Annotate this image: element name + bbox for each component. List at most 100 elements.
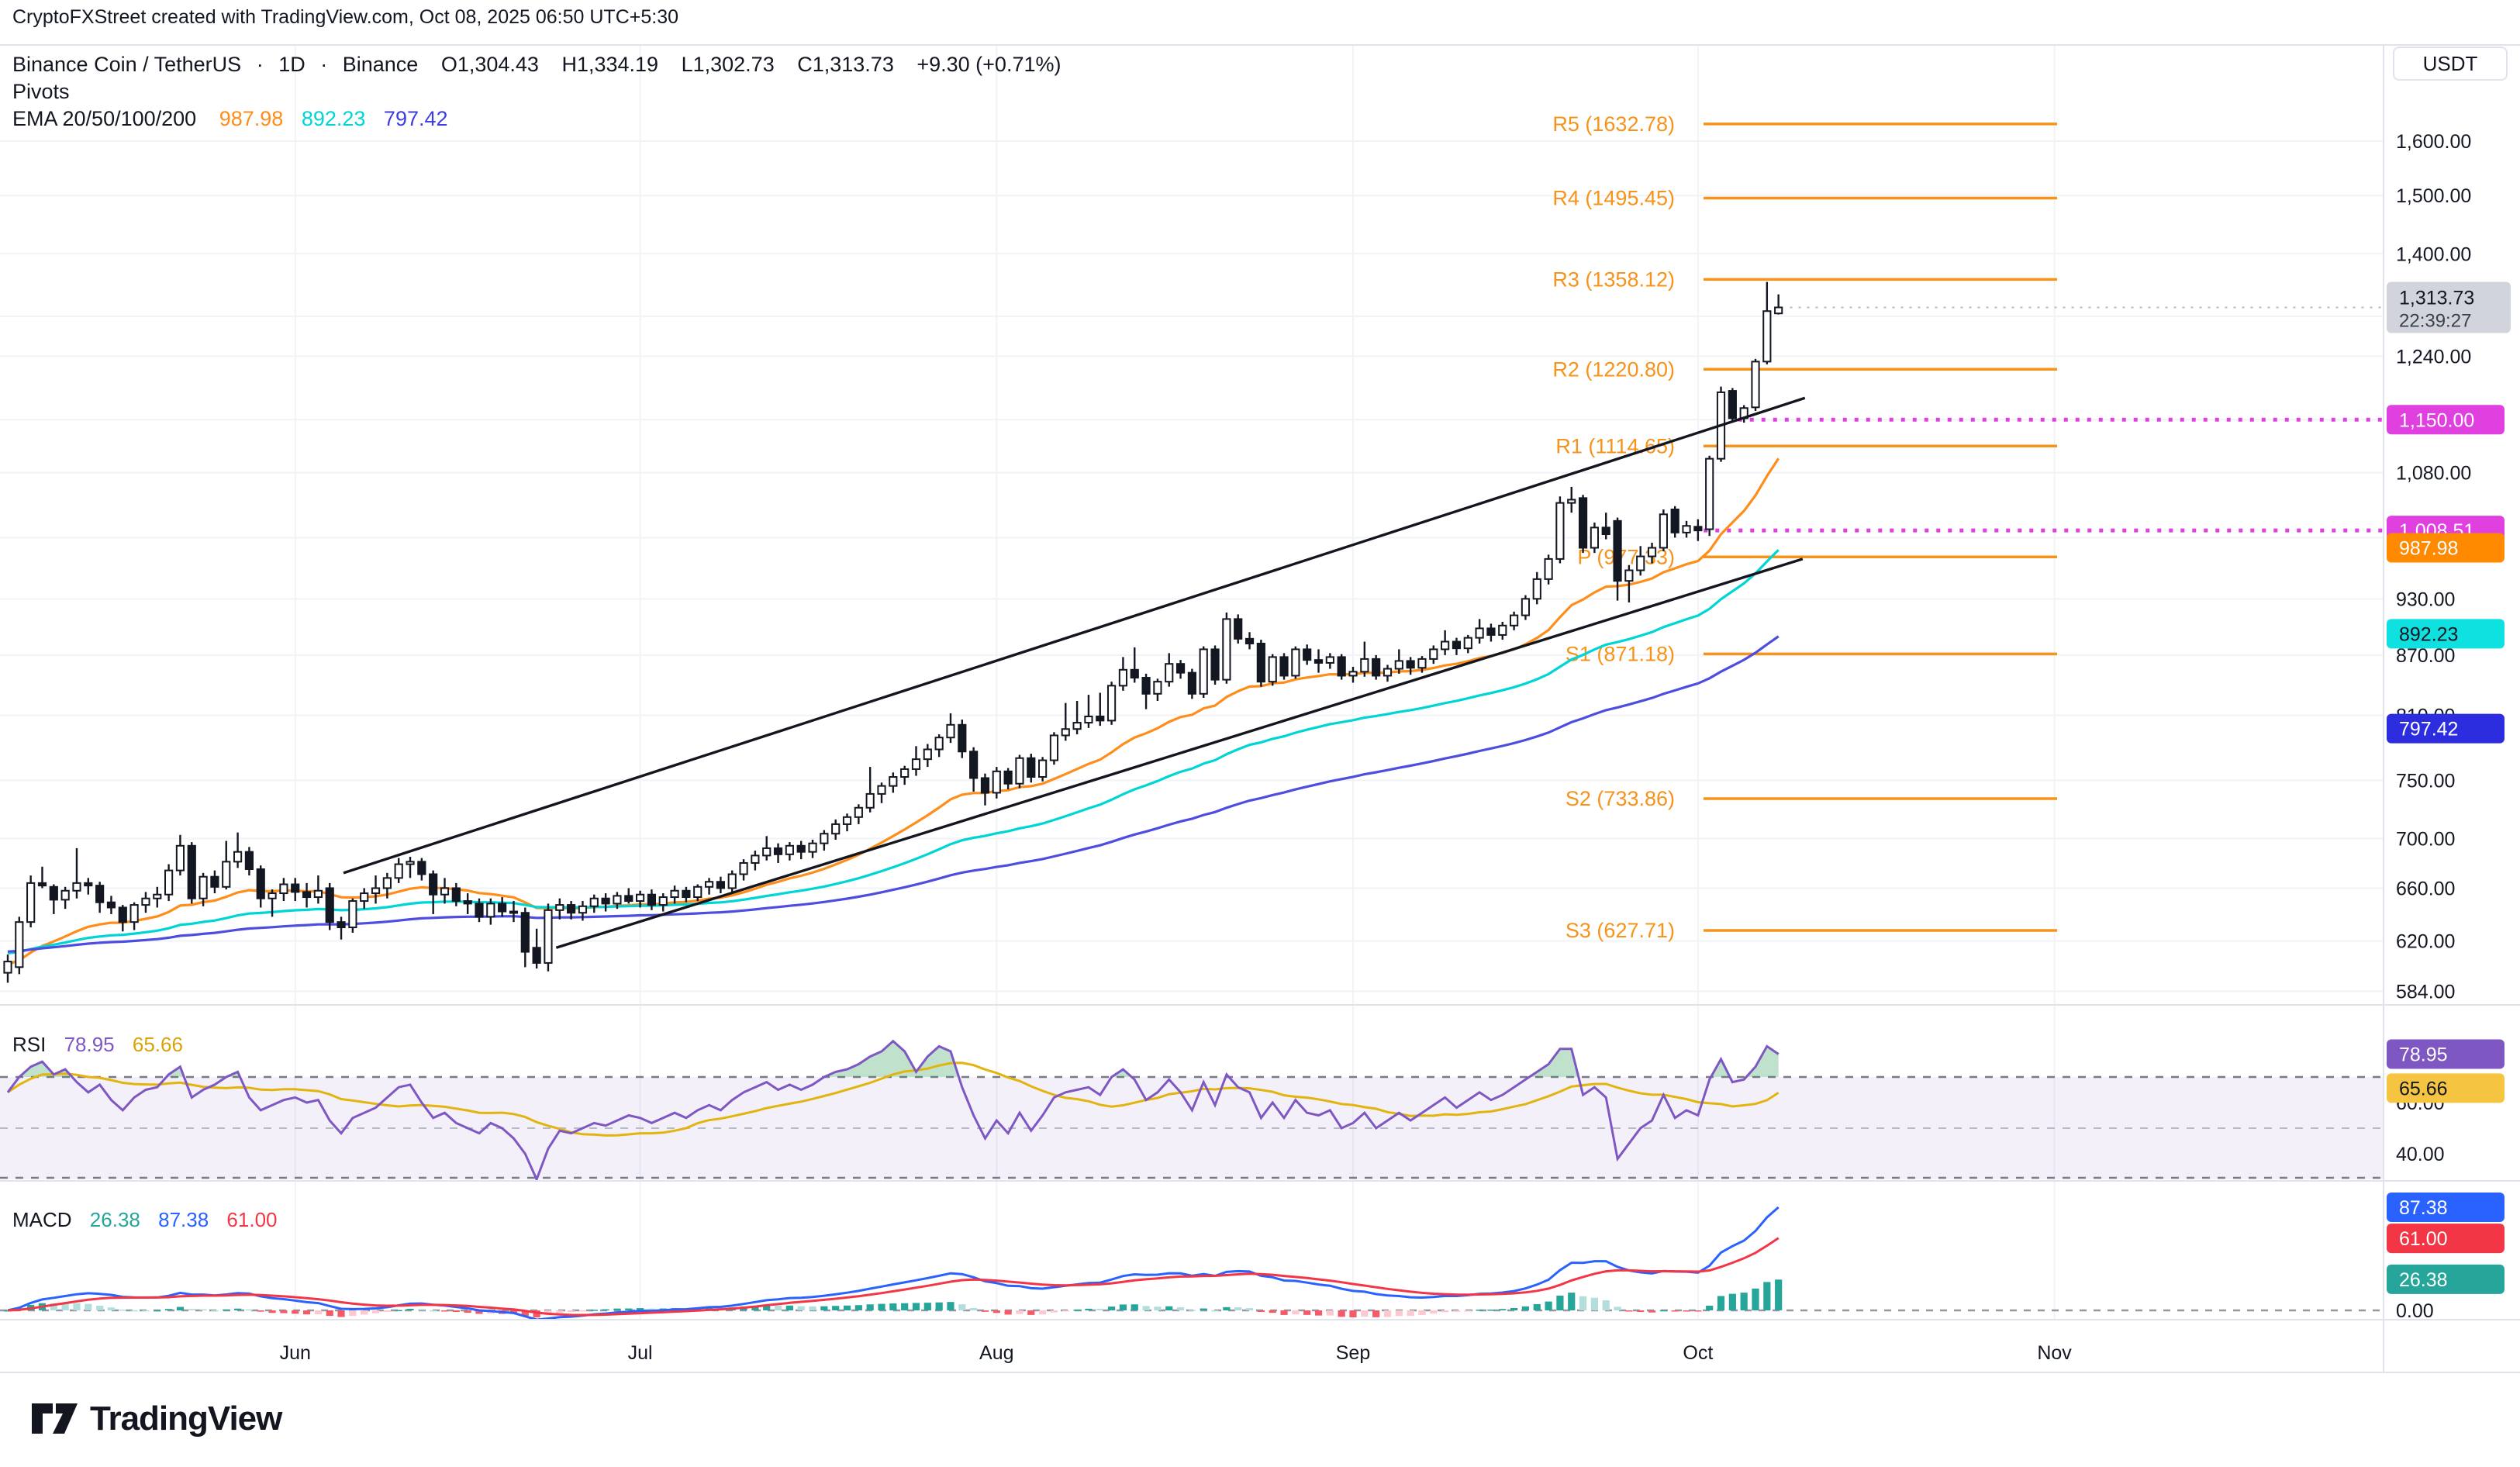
currency-label: USDT: [2422, 51, 2478, 75]
svg-text:Aug: Aug: [979, 1342, 1013, 1364]
rsi-pane[interactable]: [0, 1039, 2384, 1181]
svg-text:1,150.00: 1,150.00: [2399, 409, 2474, 431]
tradingview-logo-icon: [32, 1403, 78, 1434]
svg-text:Nov: Nov: [2037, 1342, 2072, 1364]
svg-text:P (977.33): P (977.33): [1577, 545, 1675, 568]
symbol-exchange: Binance: [342, 53, 419, 76]
magenta-level-badge: 1,150.00: [2387, 405, 2504, 435]
pivots-indicator-row[interactable]: Pivots: [12, 78, 1062, 105]
svg-text:870.00: 870.00: [2396, 645, 2455, 667]
rsi-badge: 78.95: [2387, 1039, 2504, 1069]
symbol-interval: 1D: [278, 53, 306, 76]
rsi-label: RSI: [12, 1033, 47, 1056]
pivot-levels: R5 (1632.78) R4 (1495.45) R3 (1358.12) R2 (…: [1552, 112, 2057, 942]
symbol-title: Binance Coin / TetherUS: [12, 53, 242, 76]
symbol-row[interactable]: Binance Coin / TetherUS · 1D · Binance O…: [12, 51, 1062, 78]
macd-pane[interactable]: [0, 1206, 2384, 1320]
macd-signal-badge: 61.00: [2387, 1224, 2504, 1254]
ema100-badge: 797.42: [2387, 713, 2504, 744]
ema50-line: [7, 549, 1780, 954]
svg-text:87.38: 87.38: [2399, 1197, 2448, 1219]
svg-text:65.66: 65.66: [2399, 1078, 2448, 1099]
svg-text:26.38: 26.38: [2399, 1269, 2448, 1291]
ohlc-change: +9.30 (+0.71%): [917, 53, 1062, 76]
svg-text:R2 (1220.80): R2 (1220.80): [1552, 357, 1675, 381]
ohlc-low: L1,302.73: [681, 53, 775, 76]
ema100-line: [7, 635, 1780, 953]
rsi-line: [6, 1039, 1780, 1181]
rsi-ma-line: [7, 1061, 1780, 1137]
pane-dividers: [0, 44, 2520, 1373]
svg-text:Jun: Jun: [280, 1342, 311, 1364]
svg-text:700.00: 700.00: [2396, 828, 2455, 850]
svg-text:Oct: Oct: [1683, 1342, 1713, 1364]
ohlc-open: O1,304.43: [440, 53, 539, 76]
svg-text:R3 (1358.12): R3 (1358.12): [1552, 268, 1675, 291]
svg-text:892.23: 892.23: [2399, 623, 2458, 645]
ohlc-high: H1,334.19: [561, 53, 659, 76]
svg-text:S3 (627.71): S3 (627.71): [1566, 919, 1675, 942]
svg-text:Sep: Sep: [1336, 1342, 1370, 1364]
svg-text:78.95: 78.95: [2399, 1044, 2448, 1065]
legend-separator: ·: [256, 53, 264, 76]
attribution-text: CryptoFXStreet created with TradingView.…: [12, 6, 679, 28]
svg-text:797.42: 797.42: [2399, 719, 2458, 740]
macd-label: MACD: [12, 1208, 72, 1231]
macd-signal-line: [7, 1237, 1780, 1317]
rsi-ma-value: 65.66: [132, 1033, 183, 1056]
svg-text:1,313.73: 1,313.73: [2399, 287, 2474, 309]
macd-line-value: 87.38: [158, 1208, 209, 1231]
pivots-label: Pivots: [12, 80, 70, 103]
macd-signal-value: 61.00: [226, 1208, 278, 1231]
macd-badge: 87.38: [2387, 1193, 2504, 1223]
ohlc-close: C1,313.73: [797, 53, 894, 76]
svg-text:S2 (733.86): S2 (733.86): [1566, 787, 1675, 810]
rsi-ma-badge: 65.66: [2387, 1073, 2504, 1103]
ema100-value: 797.42: [383, 107, 448, 130]
svg-text:1,600.00: 1,600.00: [2396, 131, 2471, 153]
svg-text:620.00: 620.00: [2396, 930, 2455, 952]
ema20-badge: 987.98: [2387, 533, 2504, 563]
rsi-legend[interactable]: RSI 78.95 65.66: [12, 1033, 183, 1057]
ema50-badge: 892.23: [2387, 619, 2504, 649]
svg-text:750.00: 750.00: [2396, 770, 2455, 792]
ema50-value: 892.23: [301, 107, 366, 130]
svg-text:61.00: 61.00: [2399, 1228, 2448, 1250]
svg-text:584.00: 584.00: [2396, 982, 2455, 1003]
tradingview-logo[interactable]: TradingView: [31, 1399, 282, 1439]
candles[interactable]: [3, 281, 1783, 983]
currency-unit-button[interactable]: USDT: [2393, 47, 2508, 81]
trendlines[interactable]: [343, 396, 1806, 949]
svg-text:987.98: 987.98: [2399, 538, 2458, 560]
gridlines: [0, 45, 2384, 1320]
macd-hist-value: 26.38: [89, 1208, 140, 1231]
time-axis[interactable]: Jun Jul Aug Sep Oct Nov: [280, 1342, 2073, 1364]
macd-hist-badge: 26.38: [2387, 1264, 2504, 1294]
macd-legend[interactable]: MACD 26.38 87.38 61.00: [12, 1208, 278, 1232]
svg-text:660.00: 660.00: [2396, 878, 2455, 899]
svg-text:930.00: 930.00: [2396, 589, 2455, 610]
svg-text:R5 (1632.78): R5 (1632.78): [1552, 112, 1675, 136]
svg-text:1,240.00: 1,240.00: [2396, 346, 2471, 368]
svg-text:22:39:27: 22:39:27: [2399, 310, 2471, 331]
rsi-value: 78.95: [64, 1033, 115, 1056]
tradingview-logo-text: TradingView: [90, 1400, 282, 1438]
ema-label: EMA 20/50/100/200: [12, 107, 197, 130]
price-level-lines: [1704, 306, 2384, 533]
svg-text:1,400.00: 1,400.00: [2396, 243, 2471, 265]
symbol-legend: Binance Coin / TetherUS · 1D · Binance O…: [12, 51, 1062, 133]
svg-text:40.00: 40.00: [2396, 1144, 2445, 1165]
svg-text:S1 (871.18): S1 (871.18): [1566, 642, 1675, 665]
legend-separator: ·: [320, 53, 328, 76]
svg-text:0.00: 0.00: [2396, 1300, 2434, 1322]
svg-text:1,080.00: 1,080.00: [2396, 463, 2471, 485]
ema20-value: 987.98: [219, 107, 284, 130]
ema-indicator-row[interactable]: EMA 20/50/100/200 987.98 892.23 797.42: [12, 105, 1062, 133]
svg-text:R4 (1495.45): R4 (1495.45): [1552, 187, 1675, 210]
svg-text:Jul: Jul: [628, 1342, 653, 1364]
svg-text:1,500.00: 1,500.00: [2396, 185, 2471, 207]
